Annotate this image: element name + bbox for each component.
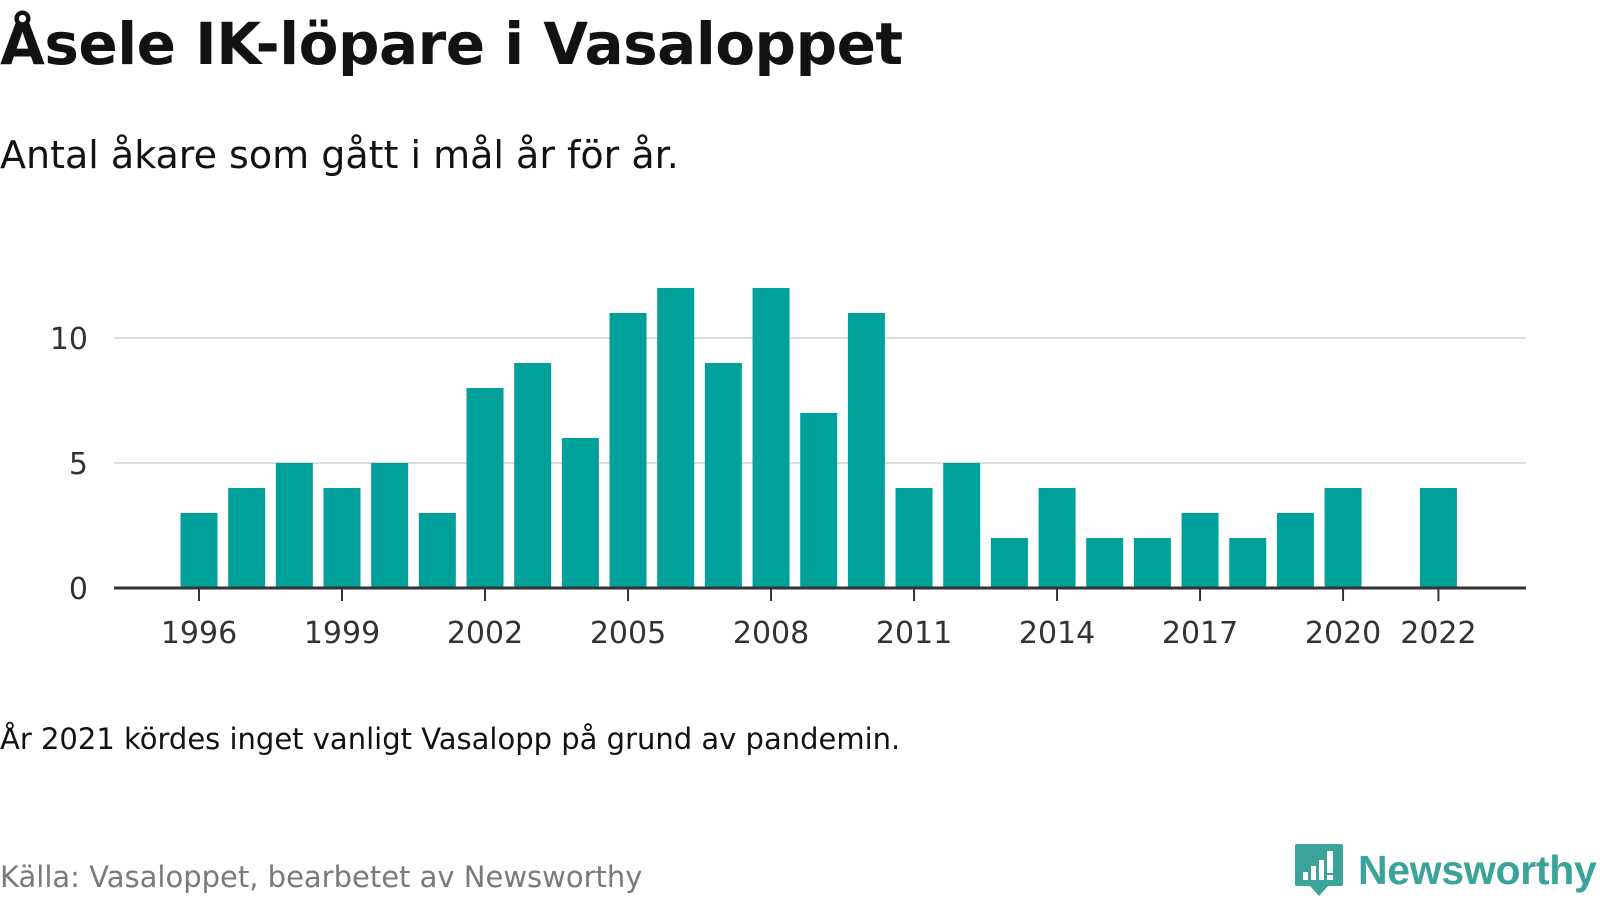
brand-name: Newsworthy — [1358, 846, 1597, 893]
bar — [1276, 513, 1314, 588]
axes: 0 5 10 1996 1999 2002 2005 2008 2011 2014 2017 2020… — [50, 322, 1526, 651]
x-tick-label: 2008 — [733, 616, 809, 651]
bar — [561, 438, 599, 588]
bar — [1324, 488, 1362, 588]
bar — [371, 463, 409, 588]
bar — [752, 288, 790, 588]
bar-chart: 0 5 10 1996 1999 2002 2005 2008 2011 2014 2017 2020… — [50, 288, 1526, 651]
bar — [800, 413, 838, 588]
bar — [704, 363, 742, 588]
bar — [847, 313, 885, 588]
bar — [180, 513, 218, 588]
bar — [466, 388, 504, 588]
bar — [514, 363, 552, 588]
y-tick-label: 10 — [50, 322, 88, 357]
x-tick-label: 2005 — [590, 616, 666, 651]
x-tick-label: 1996 — [161, 616, 237, 651]
x-tick-label: 2017 — [1162, 616, 1238, 651]
bar — [990, 538, 1028, 588]
x-tick-label: 2020 — [1305, 616, 1381, 651]
x-tick-label: 2022 — [1400, 616, 1476, 651]
bar — [1038, 488, 1076, 588]
bar-chart-speech-bubble-icon — [1295, 844, 1343, 896]
bar — [1133, 538, 1171, 588]
bar — [1229, 538, 1267, 588]
bar — [895, 488, 933, 588]
x-tick-label: 1999 — [304, 616, 380, 651]
bar — [275, 463, 313, 588]
bar — [1419, 488, 1457, 588]
bar — [1086, 538, 1124, 588]
chart-note: År 2021 kördes inget vanligt Vasalopp på… — [0, 722, 901, 756]
brand-logo: Newsworthy — [1294, 842, 1597, 898]
x-tick-label: 2002 — [447, 616, 523, 651]
y-tick-label: 0 — [69, 572, 88, 607]
x-tick-label: 2014 — [1019, 616, 1095, 651]
bar — [943, 463, 981, 588]
bars — [180, 288, 1457, 588]
chart-title: Åsele IK-löpare i Vasaloppet — [0, 10, 903, 78]
source-credit: Källa: Vasaloppet, bearbetet av Newswort… — [0, 860, 643, 894]
x-tick-label: 2011 — [876, 616, 952, 651]
bar — [609, 313, 647, 588]
bar — [1181, 513, 1219, 588]
bar — [228, 488, 266, 588]
bar — [418, 513, 456, 588]
chart-subtitle: Antal åkare som gått i mål år för år. — [0, 133, 679, 177]
bar — [323, 488, 361, 588]
y-tick-label: 5 — [69, 447, 88, 482]
bar — [657, 288, 695, 588]
